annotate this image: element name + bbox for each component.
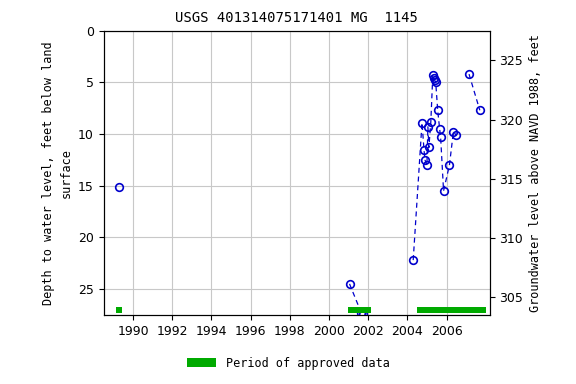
Y-axis label: Groundwater level above NAVD 1988, feet: Groundwater level above NAVD 1988, feet xyxy=(529,34,542,312)
Legend: Period of approved data: Period of approved data xyxy=(182,352,394,374)
Title: USGS 401314075171401 MG  1145: USGS 401314075171401 MG 1145 xyxy=(175,12,418,25)
Y-axis label: Depth to water level, feet below land
surface: Depth to water level, feet below land su… xyxy=(41,41,73,305)
